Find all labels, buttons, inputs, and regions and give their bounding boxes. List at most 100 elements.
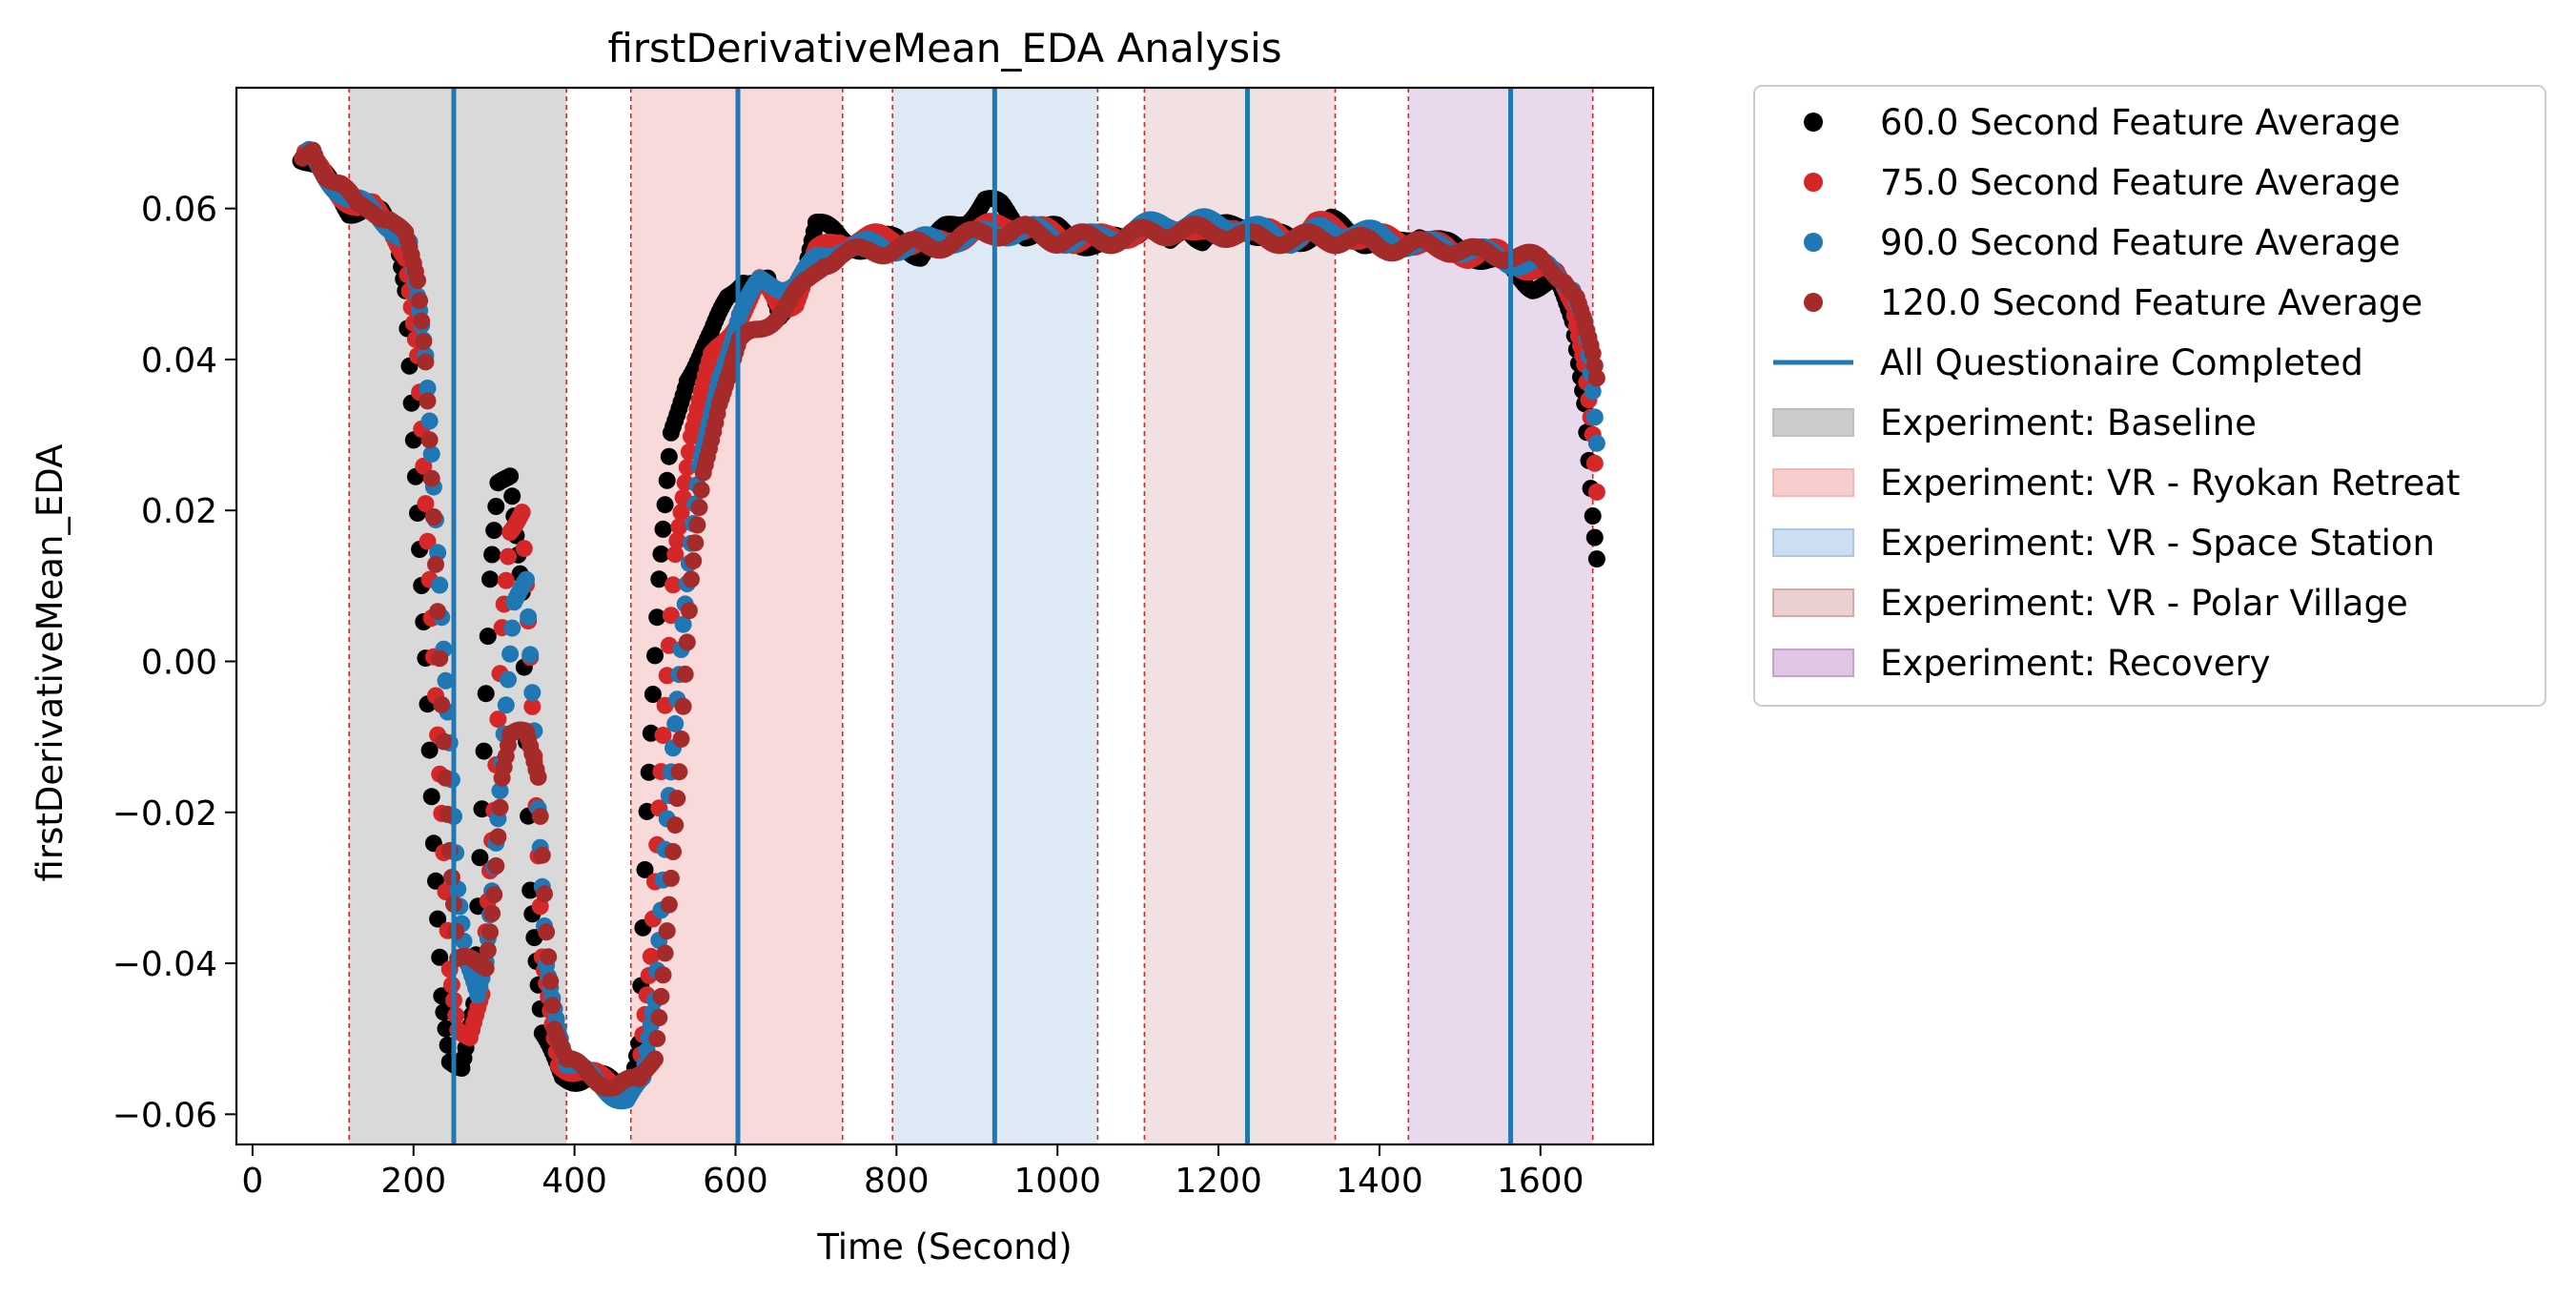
series-0-point [644,686,662,703]
series-3-point [419,392,437,410]
series-2-point [518,570,535,588]
series-2-point [503,619,521,637]
x-axis-label: Time (Second) [816,1226,1072,1267]
series-0-point [431,948,449,966]
series-1-point [642,947,660,965]
legend-item-0: 60.0 Second Feature Average [1804,102,2401,143]
series-0-point [654,520,672,538]
legend: 60.0 Second Feature Average 75.0 Second F… [1753,85,2546,707]
series-3-point [424,508,442,525]
legend-label: Experiment: VR - Space Station [1880,523,2435,564]
series-0-point [1585,528,1604,546]
series-0-point [650,570,668,588]
series-3-point [411,292,429,310]
series-1-point [662,607,680,625]
plot-content [292,88,1605,1144]
legend-marker [1804,233,1823,252]
series-0-point [471,849,489,867]
series-1-point [415,457,433,475]
series-1-point [664,576,682,594]
series-0-point [422,788,440,806]
series-3-point [648,1030,666,1047]
series-3-point [658,922,676,940]
series-3-point [654,966,672,984]
series-0-point [420,741,439,759]
legend-label: 90.0 Second Feature Average [1880,222,2401,263]
series-2-point [437,671,455,690]
series-0-point [477,685,495,703]
series-2-point [420,412,439,430]
y-tick-label: 0.04 [141,341,217,381]
series-3-point [688,516,706,534]
series-1-point [654,727,672,744]
series-0-point [429,910,447,928]
series-3-point [420,431,439,449]
legend-label: Experiment: VR - Ryokan Retreat [1880,463,2460,504]
series-3-point [536,885,553,903]
series-3-point [427,555,444,573]
series-3-point [437,769,455,787]
series-1-point [668,531,686,549]
series-3-point [692,481,710,499]
series-1-point [666,546,685,564]
series-1-point [1585,454,1604,472]
series-3-point [646,1050,664,1068]
x-tick-label: 1400 [1336,1162,1423,1201]
legend-label: 60.0 Second Feature Average [1880,102,2401,143]
legend-item-8: Experiment: VR - Polar Village [1772,583,2408,624]
legend-marker [1772,588,1854,617]
series-3-point [672,730,690,748]
y-tick-label: 0.06 [141,191,217,230]
series-0-point [656,496,674,514]
series-2-point [497,696,515,714]
series-1-point [523,697,542,715]
series-3-point [477,959,495,978]
legend-marker [1804,113,1823,132]
series-3-point [664,843,682,860]
legend-item-3: 120.0 Second Feature Average [1804,282,2423,323]
y-tick-label: −0.04 [112,945,217,984]
series-3-point [540,948,558,966]
series-3-point [1587,369,1605,387]
series-3-point [479,941,497,959]
series-3-point [491,798,509,816]
legend-label: 120.0 Second Feature Average [1880,282,2423,323]
legend-marker [1804,293,1823,312]
series-0-point [636,860,654,878]
x-tick-label: 600 [703,1162,768,1201]
series-3-point [529,768,547,786]
series-0-point [503,487,521,505]
series-1-point [670,518,688,536]
x-tick-label: 0 [241,1162,263,1201]
series-3-point [690,499,708,517]
legend-marker [1804,173,1823,192]
series-0-point [648,608,666,627]
series-3-point [538,923,556,941]
series-0-point [487,498,505,515]
series-0-point [501,467,520,485]
series-3-point [652,987,670,1005]
series-0-point [1584,507,1602,525]
series-0-point [660,447,678,465]
series-0-point [479,628,497,646]
series-3-point [683,570,700,588]
y-tick-label: −0.02 [112,794,217,834]
legend-item-2: 90.0 Second Feature Average [1804,222,2401,263]
series-3-point [543,997,562,1015]
x-tick-label: 400 [542,1162,607,1201]
series-2-point [521,646,540,664]
series-2-point [501,645,520,663]
series-2-point [520,608,538,626]
legend-frame [1753,85,2546,707]
plot-area [292,88,1605,1144]
legend-marker [1772,408,1854,437]
series-2-point [491,782,509,800]
series-2-point [419,380,437,397]
series-3-point [415,333,433,351]
series-2-point [666,714,685,732]
series-3-point [686,534,705,552]
legend-label: 75.0 Second Feature Average [1880,162,2401,203]
series-3 [294,141,1605,1098]
x-tick-label: 800 [864,1162,930,1201]
